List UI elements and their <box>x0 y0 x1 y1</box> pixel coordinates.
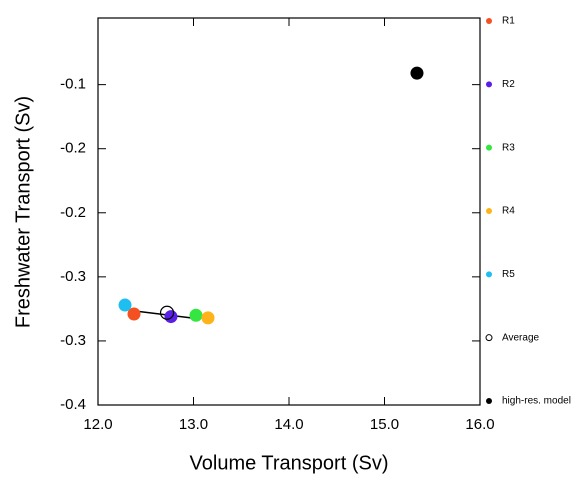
y-tick-label: -0.4 <box>60 396 86 413</box>
legend-label: Average <box>502 332 540 343</box>
legend-marker <box>486 81 492 88</box>
x-tick-label: 16.0 <box>465 416 494 433</box>
x-tick-label: 15.0 <box>370 416 399 433</box>
legend-label: R3 <box>502 142 515 153</box>
point <box>118 298 132 312</box>
x-axis-title: Volume Transport (Sv) <box>190 452 389 474</box>
connector-line <box>134 310 193 319</box>
x-tick-label: 12.0 <box>83 416 112 433</box>
legend-label: high-res. model <box>502 396 571 407</box>
legend-marker <box>486 208 492 214</box>
legend-marker <box>486 271 492 278</box>
point <box>159 305 175 320</box>
legend-marker <box>485 334 493 342</box>
y-tick-label: -0.3 <box>60 332 86 349</box>
legend-marker <box>486 18 492 24</box>
point <box>127 307 141 321</box>
y-tick-label: -0.2 <box>60 140 86 157</box>
point <box>410 66 424 80</box>
legend-marker <box>486 144 492 151</box>
legend-label: R2 <box>502 79 515 90</box>
y-tick-label: -0.2 <box>60 204 86 221</box>
point <box>189 308 203 322</box>
point <box>164 310 178 324</box>
y-axis-title: Freshwater Transport (Sv) <box>12 96 34 328</box>
legend-label: R5 <box>502 269 515 280</box>
legend-label: R1 <box>502 16 515 27</box>
x-tick-label: 14.0 <box>274 416 303 433</box>
x-tick-label: 13.0 <box>179 416 208 433</box>
point <box>201 311 215 325</box>
legend-label: R4 <box>502 206 515 217</box>
y-tick-label: -0.3 <box>60 268 86 285</box>
legend-marker <box>486 398 492 404</box>
y-tick-label: -0.1 <box>60 76 86 93</box>
